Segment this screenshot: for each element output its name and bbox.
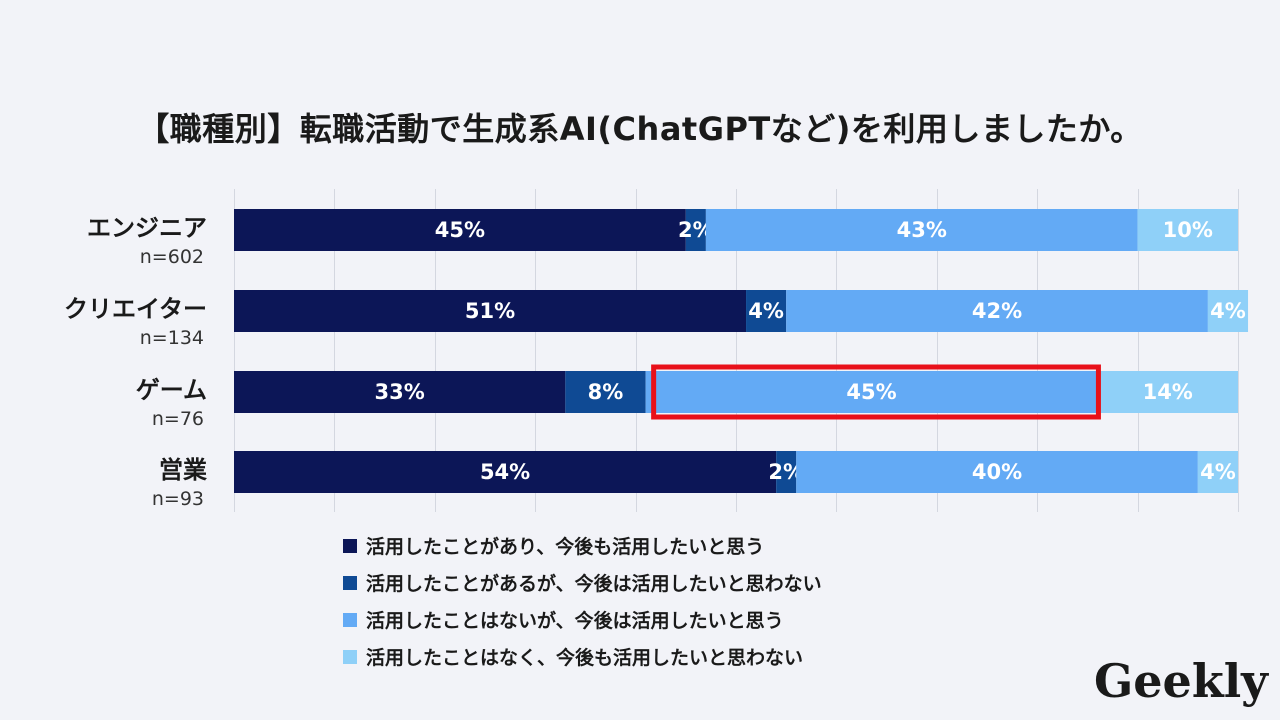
data-label: 54%	[480, 460, 530, 484]
legend-item: 活用したことはないが、今後は活用したいと思う	[343, 607, 822, 632]
bar-segment	[796, 451, 1198, 493]
category-sample-size: n=134	[140, 327, 204, 349]
legend-swatch	[343, 538, 357, 553]
legend-swatch	[343, 575, 357, 590]
brand-logo: Geekly	[1094, 654, 1268, 708]
bar-segment	[786, 290, 1208, 332]
bar-segment	[1137, 209, 1238, 251]
bar-segment	[1097, 371, 1238, 413]
legend-item: 活用したことがあり、今後も活用したいと思う	[343, 533, 822, 558]
bar-segment	[234, 371, 566, 413]
legend-swatch	[343, 612, 357, 627]
category-label: ゲーム	[136, 376, 207, 404]
category-label: エンジニア	[87, 214, 207, 242]
category-label: 営業	[159, 456, 207, 484]
bar-segment	[776, 451, 797, 493]
category-sample-size: n=93	[152, 488, 204, 510]
bar-segment	[234, 290, 747, 332]
category-sample-size: n=76	[152, 408, 204, 430]
bar-segment	[746, 290, 787, 332]
data-label: 42%	[972, 299, 1022, 323]
category-sample-size: n=602	[140, 246, 204, 268]
legend-label: 活用したことがあるが、今後は活用したいと思わない	[366, 573, 822, 595]
bar-segment	[645, 371, 1098, 413]
legend-item: 活用したことがあるが、今後は活用したいと思わない	[343, 570, 822, 595]
data-label: 45%	[846, 380, 896, 404]
data-label: 45%	[435, 218, 485, 242]
data-label: 40%	[972, 460, 1022, 484]
data-label: 51%	[465, 299, 515, 323]
bar-segment	[685, 209, 706, 251]
bar-segment	[234, 451, 777, 493]
data-label: 4%	[1210, 299, 1246, 323]
data-label: 43%	[897, 218, 947, 242]
data-label: 4%	[748, 299, 784, 323]
category-label: クリエイター	[64, 295, 207, 323]
legend-label: 活用したことがあり、今後も活用したいと思う	[366, 536, 765, 558]
data-label: 10%	[1163, 218, 1213, 242]
bar-segment	[1207, 290, 1249, 332]
legend-item: 活用したことはなく、今後も活用したいと思わない	[343, 644, 822, 669]
data-label: 33%	[375, 380, 425, 404]
legend-label: 活用したことはないが、今後は活用したいと思う	[366, 610, 784, 632]
legend-swatch	[343, 649, 357, 664]
bar-segment	[705, 209, 1138, 251]
bar-segment	[1197, 451, 1238, 493]
data-label: 14%	[1143, 380, 1193, 404]
chart-title: 【職種別】転職活動で生成系AI(ChatGPTなど)を利用しましたか。	[137, 110, 1143, 148]
bar-segment	[565, 371, 646, 413]
legend: 活用したことがあり、今後も活用したいと思う 活用したことがあるが、今後は活用した…	[343, 533, 822, 681]
legend-label: 活用したことはなく、今後も活用したいと思わない	[366, 647, 804, 669]
data-label: 4%	[1200, 460, 1236, 484]
data-label: 8%	[588, 380, 624, 404]
bar-segment	[234, 209, 686, 251]
highlight-box	[651, 364, 1101, 420]
